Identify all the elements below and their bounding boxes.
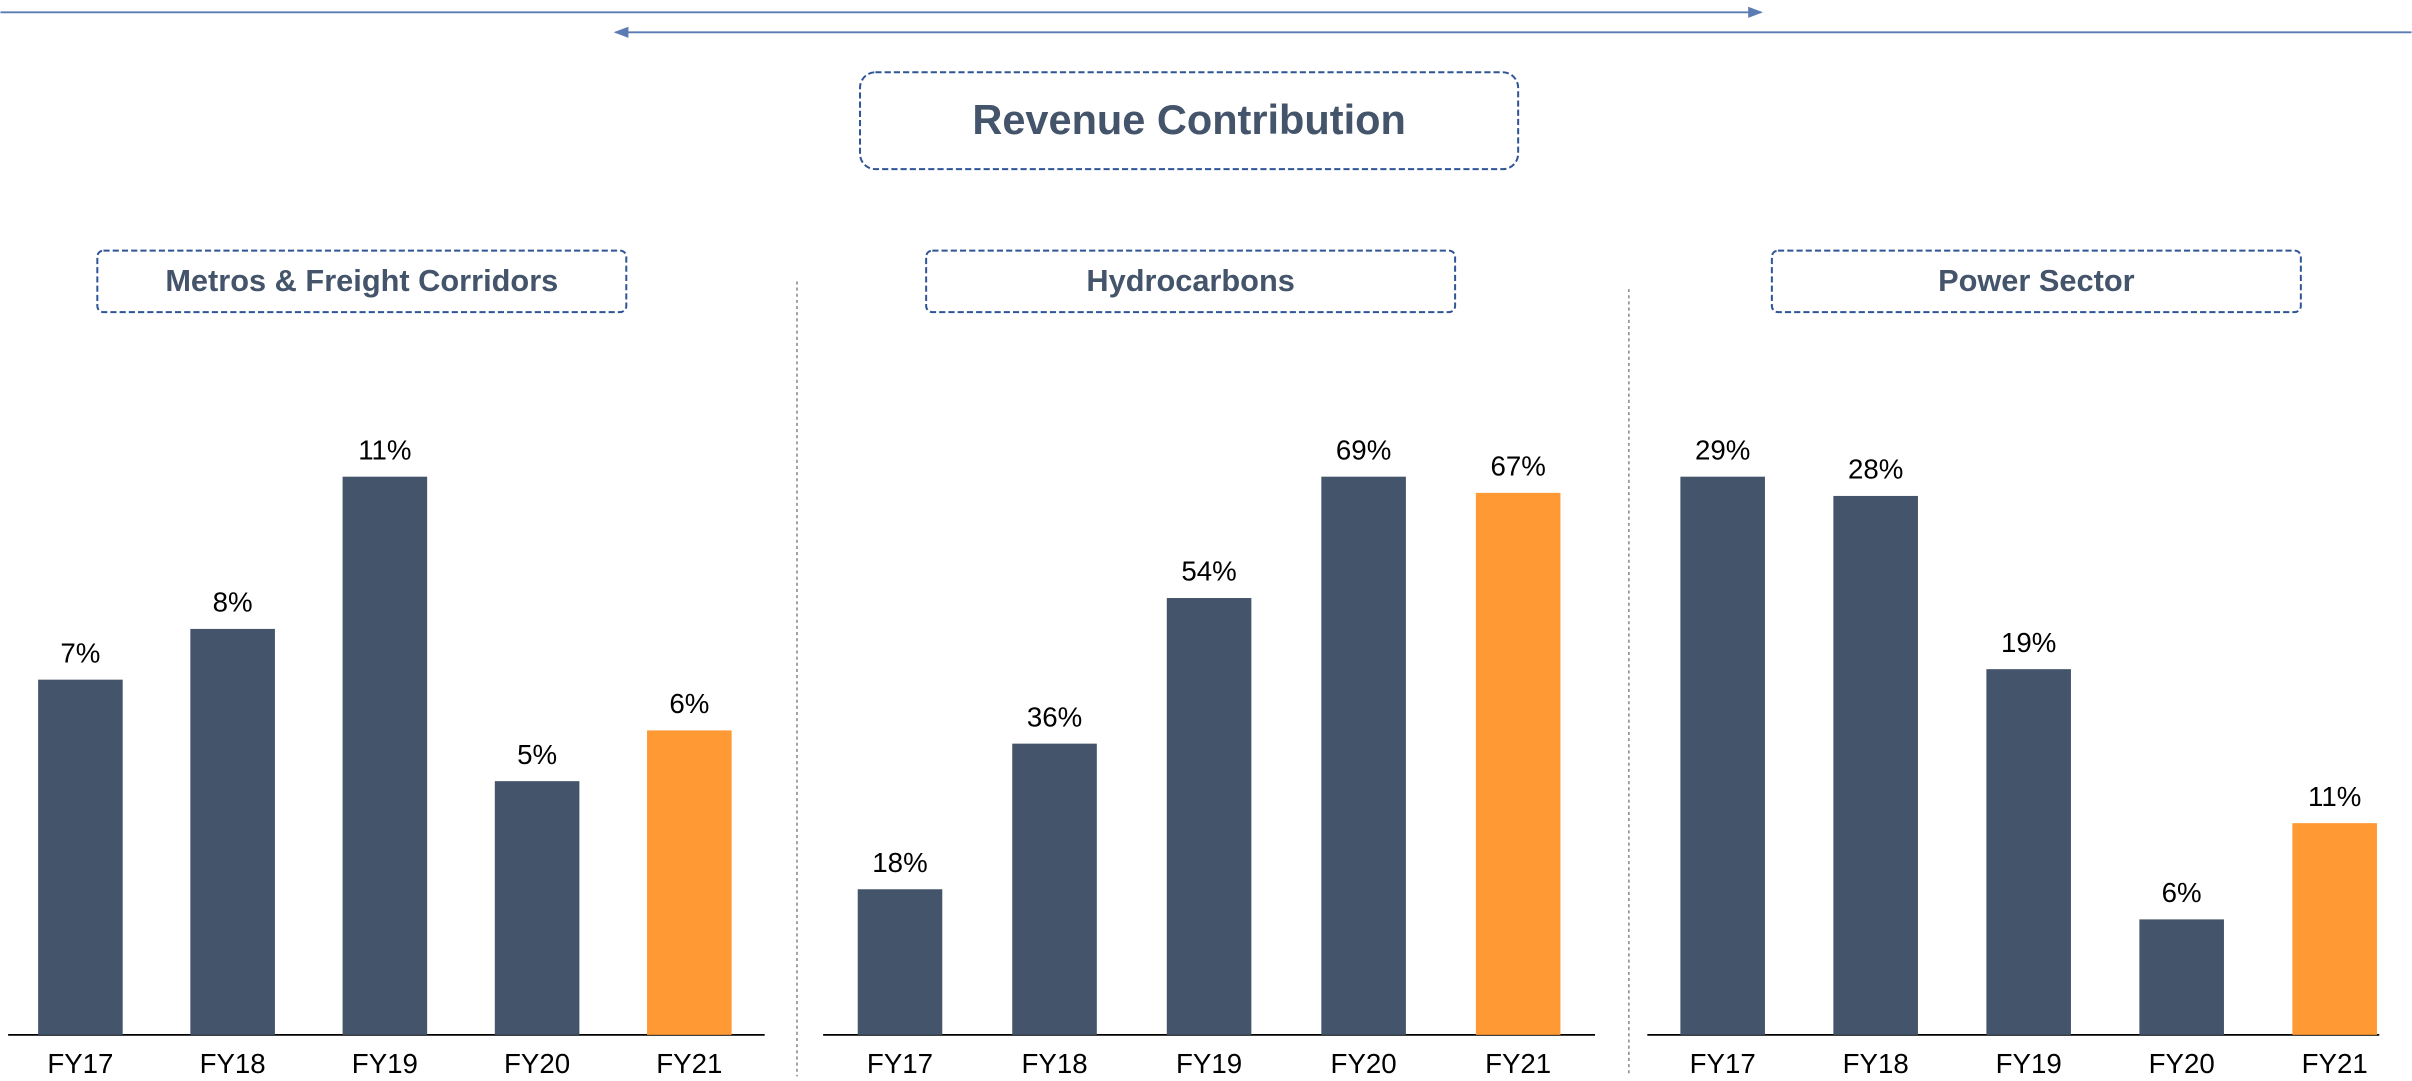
x-tick-label: FY20 bbox=[1331, 1048, 1397, 1079]
data-label: 54% bbox=[1181, 556, 1236, 587]
bar bbox=[2292, 823, 2377, 1035]
x-tick-label: FY21 bbox=[656, 1048, 722, 1079]
x-tick-label: FY19 bbox=[352, 1048, 418, 1079]
panel-title-box bbox=[925, 249, 1457, 314]
bar bbox=[1166, 598, 1252, 1035]
data-label: 11% bbox=[358, 434, 411, 465]
panel-title: Power Sector bbox=[1938, 263, 2135, 298]
bar bbox=[647, 730, 732, 1035]
title-box bbox=[859, 71, 1520, 171]
panel-title-box bbox=[96, 249, 628, 314]
bar bbox=[1986, 669, 2071, 1035]
bar bbox=[1680, 476, 1765, 1035]
data-label: 7% bbox=[60, 637, 100, 668]
data-label: 8% bbox=[213, 587, 253, 618]
data-label: 6% bbox=[2162, 877, 2202, 908]
x-tick-label: FY18 bbox=[200, 1048, 266, 1079]
data-label: 5% bbox=[517, 739, 557, 770]
data-label: 18% bbox=[872, 847, 927, 878]
data-label: 19% bbox=[2001, 627, 2056, 658]
panel-title: Metros & Freight Corridors bbox=[165, 263, 558, 298]
bar bbox=[342, 476, 428, 1035]
bar bbox=[38, 679, 123, 1035]
data-label: 69% bbox=[1336, 434, 1391, 465]
bar bbox=[1012, 743, 1097, 1035]
panel-title: Hydrocarbons bbox=[1086, 263, 1294, 298]
bar bbox=[857, 889, 943, 1035]
x-tick-label: FY17 bbox=[47, 1048, 113, 1079]
data-label: 28% bbox=[1848, 454, 1903, 485]
data-label: 29% bbox=[1695, 434, 1750, 465]
data-label: 6% bbox=[669, 688, 709, 719]
bar bbox=[494, 781, 580, 1035]
bar bbox=[1475, 492, 1561, 1035]
data-label: 67% bbox=[1490, 451, 1545, 482]
bar bbox=[190, 628, 275, 1035]
x-tick-label: FY21 bbox=[1485, 1048, 1551, 1079]
bar bbox=[1321, 476, 1406, 1035]
data-label: 11% bbox=[2308, 781, 2361, 812]
x-tick-label: FY21 bbox=[2302, 1048, 2368, 1079]
x-tick-label: FY17 bbox=[1690, 1048, 1756, 1079]
x-tick-label: FY20 bbox=[2149, 1048, 2215, 1079]
x-tick-label: FY20 bbox=[504, 1048, 570, 1079]
page-title: Revenue Contribution bbox=[972, 96, 1405, 143]
x-tick-label: FY18 bbox=[1021, 1048, 1087, 1079]
panel-title-box bbox=[1770, 249, 2302, 314]
bar bbox=[1833, 495, 1918, 1035]
x-tick-label: FY19 bbox=[1996, 1048, 2062, 1079]
x-tick-label: FY18 bbox=[1843, 1048, 1909, 1079]
data-label: 36% bbox=[1027, 701, 1082, 732]
bar bbox=[2139, 919, 2224, 1035]
x-tick-label: FY17 bbox=[867, 1048, 933, 1079]
x-tick-label: FY19 bbox=[1176, 1048, 1242, 1079]
